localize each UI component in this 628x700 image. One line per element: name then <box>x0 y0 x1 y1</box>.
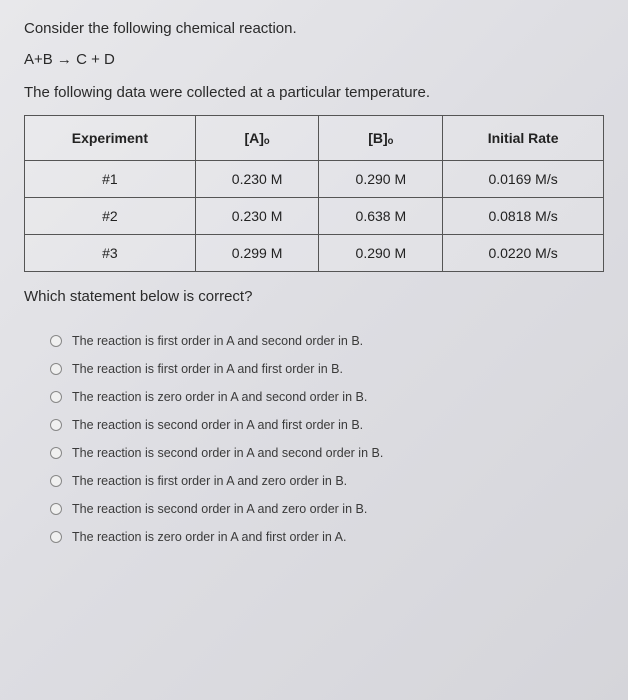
cell: 0.299 M <box>195 235 319 272</box>
option-label: The reaction is zero order in A and firs… <box>72 530 346 544</box>
cell: 0.230 M <box>195 198 319 235</box>
cell: #2 <box>25 198 196 235</box>
col-header-rate: Initial Rate <box>443 116 604 161</box>
cell: 0.0220 M/s <box>443 235 604 272</box>
option-label: The reaction is first order in A and sec… <box>72 334 363 348</box>
radio-icon[interactable] <box>50 531 62 543</box>
option-label: The reaction is second order in A and fi… <box>72 418 363 432</box>
col-header-a: [A]ₒ <box>195 116 319 161</box>
option-label: The reaction is second order in A and ze… <box>72 502 367 516</box>
option-item[interactable]: The reaction is first order in A and fir… <box>24 355 604 383</box>
option-item[interactable]: The reaction is zero order in A and firs… <box>24 523 604 551</box>
option-label: The reaction is first order in A and zer… <box>72 474 347 488</box>
radio-icon[interactable] <box>50 363 62 375</box>
cell: 0.290 M <box>319 161 443 198</box>
radio-icon[interactable] <box>50 391 62 403</box>
table-row: #1 0.230 M 0.290 M 0.0169 M/s <box>25 161 604 198</box>
option-item[interactable]: The reaction is first order in A and sec… <box>24 327 604 355</box>
radio-icon[interactable] <box>50 447 62 459</box>
cell: 0.0818 M/s <box>443 198 604 235</box>
options-list: The reaction is first order in A and sec… <box>24 327 604 551</box>
option-item[interactable]: The reaction is zero order in A and seco… <box>24 383 604 411</box>
radio-icon[interactable] <box>50 419 62 431</box>
reaction-equation: A+B → C + D <box>24 51 604 68</box>
radio-icon[interactable] <box>50 475 62 487</box>
option-item[interactable]: The reaction is first order in A and zer… <box>24 467 604 495</box>
table-header-row: Experiment [A]ₒ [B]ₒ Initial Rate <box>25 116 604 161</box>
option-label: The reaction is zero order in A and seco… <box>72 390 367 404</box>
radio-icon[interactable] <box>50 335 62 347</box>
cell: 0.638 M <box>319 198 443 235</box>
radio-icon[interactable] <box>50 503 62 515</box>
option-item[interactable]: The reaction is second order in A and fi… <box>24 411 604 439</box>
cell: #3 <box>25 235 196 272</box>
table-row: #2 0.230 M 0.638 M 0.0818 M/s <box>25 198 604 235</box>
cell: #1 <box>25 161 196 198</box>
cell: 0.290 M <box>319 235 443 272</box>
table-row: #3 0.299 M 0.290 M 0.0220 M/s <box>25 235 604 272</box>
option-label: The reaction is second order in A and se… <box>72 446 383 460</box>
data-intro-text: The following data were collected at a p… <box>24 84 604 101</box>
data-table: Experiment [A]ₒ [B]ₒ Initial Rate #1 0.2… <box>24 115 604 272</box>
option-label: The reaction is first order in A and fir… <box>72 362 343 376</box>
question-text: Which statement below is correct? <box>24 288 604 305</box>
option-item[interactable]: The reaction is second order in A and se… <box>24 439 604 467</box>
intro-text: Consider the following chemical reaction… <box>24 20 604 37</box>
col-header-experiment: Experiment <box>25 116 196 161</box>
cell: 0.230 M <box>195 161 319 198</box>
option-item[interactable]: The reaction is second order in A and ze… <box>24 495 604 523</box>
cell: 0.0169 M/s <box>443 161 604 198</box>
col-header-b: [B]ₒ <box>319 116 443 161</box>
